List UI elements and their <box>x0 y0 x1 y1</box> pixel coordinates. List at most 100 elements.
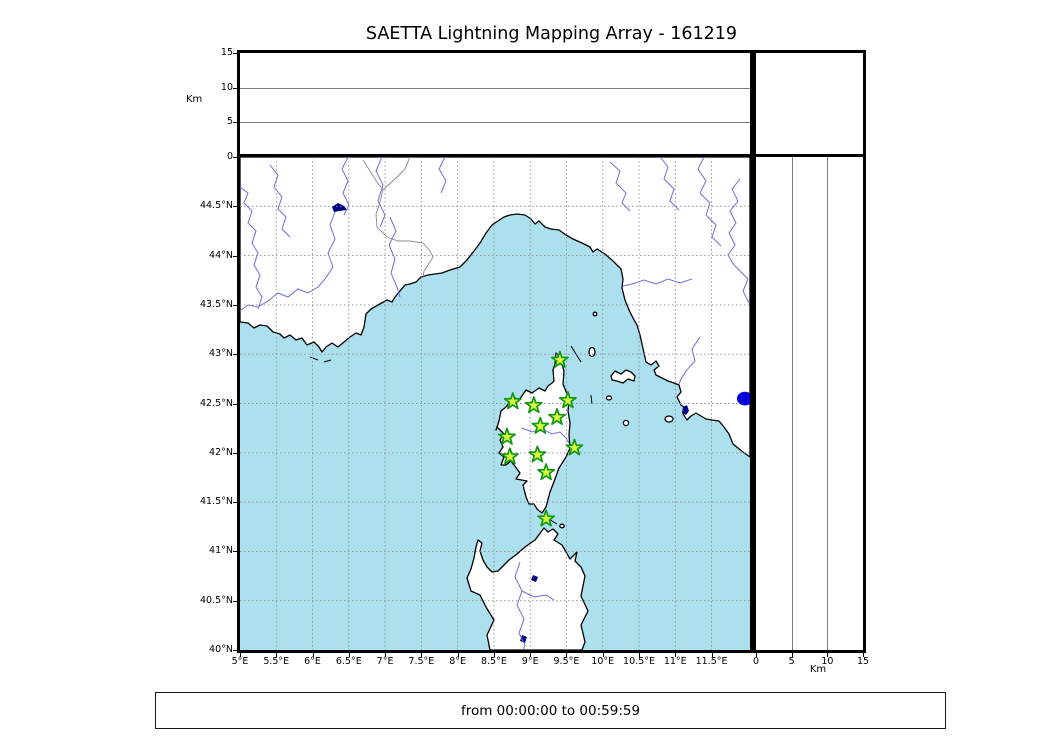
altitude-tick-mark-top <box>233 122 237 124</box>
altitude-axis-unit-top: Km <box>186 94 203 105</box>
station-star-icon <box>548 407 566 426</box>
latitude-tick-mark <box>233 502 237 504</box>
longitude-tick-label: 8.5°E <box>480 656 507 667</box>
longitude-tick-label: 10.5°E <box>623 656 655 667</box>
station-star-icon <box>498 427 516 445</box>
time-range-box: from 00:00:00 to 00:59:59 <box>155 692 946 729</box>
giglio-island <box>664 415 674 423</box>
station-star-icon <box>528 445 547 463</box>
altitude-tick-mark-right <box>863 653 864 657</box>
altitude-gridline-top-panel <box>240 87 750 89</box>
altitude-tick-mark-right <box>791 653 793 657</box>
longitude-tick-label: 9.5°E <box>553 656 580 667</box>
altitude-tick-label-right: 15 <box>856 656 870 667</box>
station-star-icon <box>531 416 550 434</box>
map-canvas <box>240 157 750 650</box>
altitude-longitude-panel <box>237 50 753 160</box>
map-panel <box>237 154 753 653</box>
latitude-tick-mark <box>233 354 237 356</box>
longitude-tick-label: 5.5°E <box>263 656 290 667</box>
longitude-tick-mark <box>457 653 459 657</box>
longitude-tick-mark <box>385 653 387 657</box>
longitude-tick-mark <box>240 653 241 657</box>
longitude-tick-label: 8°E <box>449 656 467 667</box>
longitude-tick-label: 6.5°E <box>335 656 362 667</box>
latitude-tick-label: 42°N <box>209 446 233 458</box>
figure-title: SAETTA Lightning Mapping Array - 161219 <box>365 24 738 44</box>
altitude-latitude-panel <box>753 154 866 653</box>
elba-island <box>610 369 636 384</box>
latitude-tick-label: 44°N <box>209 249 233 261</box>
longitude-tick-label: 6°E <box>304 656 321 667</box>
altitude-tick-label-top: 0 <box>226 151 233 162</box>
altitude-gridline-top-panel <box>240 122 750 124</box>
latitude-tick-label: 43.5°N <box>199 298 233 310</box>
stations-group <box>498 350 584 527</box>
longitude-tick-mark <box>421 653 423 657</box>
altitude-tick-mark-top <box>233 157 237 158</box>
altitude-tick-label-top: 10 <box>220 81 233 93</box>
latitude-tick-mark <box>233 206 237 208</box>
longitude-tick-label: 9°E <box>521 656 539 667</box>
latitude-tick-mark <box>233 600 237 602</box>
altitude-tick-label-top: 5 <box>226 116 233 128</box>
corner-panel <box>753 50 866 160</box>
latitude-tick-mark <box>233 403 237 405</box>
coastline-sardinia <box>466 527 589 650</box>
altitude-tick-mark-right <box>827 653 829 657</box>
longitude-tick-mark <box>348 653 350 657</box>
station-star-icon <box>537 509 556 527</box>
longitude-tick-label: 11°E <box>663 656 687 667</box>
latitude-tick-label: 40°N <box>209 644 233 655</box>
longitude-tick-mark <box>566 653 568 657</box>
longitude-tick-mark <box>602 653 604 657</box>
longitude-tick-mark <box>711 653 713 657</box>
longitude-tick-label: 7°E <box>376 656 394 667</box>
time-range-label: from 00:00:00 to 00:59:59 <box>460 702 641 719</box>
longitude-tick-mark <box>312 653 314 657</box>
altitude-tick-mark-top <box>233 53 237 54</box>
longitude-tick-mark <box>675 653 677 657</box>
longitude-tick-mark <box>276 653 278 657</box>
rivers <box>240 157 750 650</box>
pianosa-island <box>605 395 613 401</box>
capraia-island <box>588 346 596 358</box>
sardinia-lake-south <box>520 635 527 643</box>
maddalena-islet <box>559 523 565 529</box>
altitude-axis-unit-right: Km <box>809 664 827 675</box>
lake-serre-poncon <box>332 203 347 212</box>
longitude-tick-label: 5°E <box>231 656 249 667</box>
latitude-tick-mark <box>233 551 237 553</box>
altitude-tick-mark-right <box>756 653 757 657</box>
station-star-icon <box>524 396 543 414</box>
longitude-tick-label: 11.5°E <box>695 656 728 667</box>
latitude-tick-mark <box>233 304 237 306</box>
altitude-tick-mark-top <box>233 87 237 89</box>
longitude-tick-mark <box>493 653 495 657</box>
montecristo-island <box>622 419 630 427</box>
latitude-tick-label: 43°N <box>209 348 233 360</box>
altitude-gridline-right-panel <box>827 157 829 650</box>
lakes <box>332 203 689 643</box>
altitude-tick-label-top: 15 <box>220 47 233 58</box>
latitude-tick-label: 44.5°N <box>199 200 233 212</box>
longitude-tick-mark <box>639 653 640 657</box>
station-star-icon <box>500 447 519 465</box>
latitude-tick-mark <box>233 255 237 257</box>
latitude-tick-label: 40.5°N <box>199 594 233 606</box>
latitude-tick-mark <box>233 452 237 454</box>
latitude-tick-mark <box>233 650 237 651</box>
gorgona-island <box>592 311 598 317</box>
latitude-tick-label: 42.5°N <box>199 397 233 409</box>
sardinia-lake-north <box>531 575 538 582</box>
lightning-source-dot <box>736 391 750 406</box>
map-gridlines <box>240 157 750 650</box>
station-star-icon <box>565 438 584 456</box>
longitude-tick-label: 10°E <box>591 656 615 667</box>
altitude-gridline-right-panel <box>791 157 793 650</box>
latitude-tick-label: 41.5°N <box>199 496 233 508</box>
country-borders <box>362 157 434 279</box>
station-star-icon <box>558 391 577 409</box>
longitude-tick-label: 7.5°E <box>408 656 435 667</box>
